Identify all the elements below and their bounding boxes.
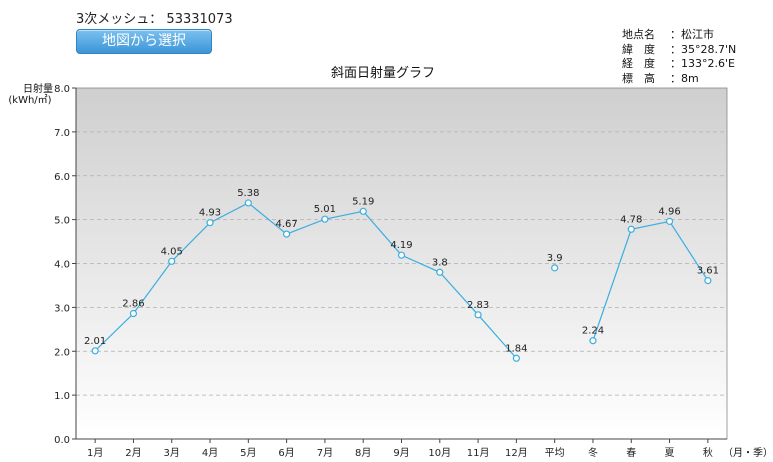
- x-tick-label: 冬: [588, 446, 598, 459]
- data-point: [436, 268, 444, 276]
- series-line: [94, 202, 517, 359]
- x-tick-label: 4月: [202, 447, 218, 459]
- x-tick-label: 1月: [87, 447, 103, 459]
- data-point: [627, 225, 635, 233]
- data-point: [244, 199, 252, 207]
- series-line: [592, 220, 709, 341]
- data-label: 5.38: [237, 188, 259, 199]
- grid-lines: [76, 131, 727, 396]
- y-tick-label: 7.0: [54, 128, 70, 139]
- data-label: 4.05: [161, 246, 183, 257]
- x-tick-label: 6月: [278, 447, 294, 459]
- data-label: 2.24: [582, 326, 604, 337]
- latitude-value: 35°28.7'N: [681, 42, 737, 56]
- data-point: [551, 264, 559, 272]
- y-tick-label: 4.0: [54, 260, 70, 271]
- longitude-value: 133°2.6'E: [681, 57, 735, 70]
- data-label: 5.01: [314, 204, 336, 215]
- data-point: [474, 311, 482, 319]
- location-name-value: 松江市: [681, 28, 714, 41]
- data-label: 4.19: [390, 240, 412, 251]
- x-axis-unit: （月・季）: [723, 447, 773, 459]
- latitude-row: 緯 度：35°28.7'N: [622, 42, 737, 56]
- x-tick-label: 12月: [505, 447, 528, 459]
- series-lines: [94, 202, 709, 359]
- data-point: [397, 251, 406, 259]
- y-tick-label: 8.0: [54, 84, 70, 95]
- data-label: 3.61: [697, 266, 719, 277]
- y-axis-unit: (kWh/㎡): [8, 94, 51, 106]
- location-name-key: 地点名: [622, 28, 655, 41]
- data-point: [91, 347, 99, 355]
- x-tick-label: 10月: [428, 447, 451, 459]
- longitude-row: 経 度：133°2.6'E: [622, 57, 735, 70]
- data-point: [321, 215, 329, 223]
- y-tick-labels: 0.0 1.0 2.0 3.0 4.0 5.0 6.0 7.0 8.0: [54, 84, 76, 446]
- select-from-map-button[interactable]: 地図から選択: [76, 29, 212, 54]
- data-point: [168, 257, 176, 265]
- location-name-row: 地点名 ：松江市: [622, 28, 714, 41]
- x-tick-label: 11月: [467, 447, 490, 459]
- y-tick-label: 1.0: [54, 391, 70, 402]
- mesh-code-label: 3次メッシュ： 53331073: [76, 8, 233, 27]
- x-tick-label: 春: [626, 447, 636, 459]
- location-info: 地点名 ：松江市 緯 度：35°28.7'N 経 度：133°2.6'E 標 高：…: [622, 28, 736, 86]
- elevation-key: 標 高: [622, 71, 655, 85]
- series-points: [91, 199, 712, 362]
- x-tick-label: 8月: [355, 447, 371, 459]
- data-label: 3.8: [432, 257, 448, 268]
- x-tick-label: 3月: [164, 447, 180, 459]
- y-tick-label: 5.0: [54, 216, 70, 227]
- y-axis-label: 日射量: [23, 83, 53, 95]
- data-label: 5.19: [352, 196, 374, 207]
- longitude-key: 経 度: [622, 57, 655, 70]
- data-label: 4.78: [620, 214, 642, 225]
- x-tick-label: 7月: [317, 447, 333, 459]
- data-label: 4.96: [658, 206, 680, 217]
- data-label: 1.84: [505, 343, 527, 354]
- data-point: [704, 277, 712, 285]
- x-tick-label: 5月: [240, 447, 256, 459]
- x-tick-label: 平均: [545, 447, 565, 459]
- data-point: [206, 219, 214, 227]
- y-tick-label: 0.0: [54, 435, 70, 446]
- data-label: 4.93: [199, 208, 221, 219]
- data-point: [129, 309, 138, 318]
- data-point: [589, 337, 597, 345]
- x-tick-labels: 1月 2月 3月 4月 5月 6月 7月 8月 9月 10月 11月 12月 平均 冬 春 夏 秋: [87, 439, 713, 459]
- x-tick-label: 秋: [703, 446, 713, 459]
- latitude-key: 緯 度: [622, 42, 655, 56]
- data-label: 2.01: [84, 336, 106, 347]
- data-label: 3.9: [547, 253, 563, 264]
- elevation-value: 8m: [681, 71, 699, 85]
- chart-title: 斜面日射量グラフ: [331, 65, 435, 81]
- x-tick-label: 9月: [393, 447, 409, 459]
- data-label: 4.67: [275, 219, 297, 230]
- data-point: [359, 207, 367, 215]
- x-tick-label: 夏: [665, 447, 675, 459]
- data-labels: 2.01 2.86 4.05 4.93 5.38 4.67 5.01 5.19 4.19 3.8 2…: [84, 188, 719, 354]
- data-point: [512, 354, 520, 362]
- mesh-code-value: 53331073: [166, 12, 233, 27]
- data-label: 2.86: [122, 299, 144, 310]
- x-tick-label: 2月: [125, 447, 141, 459]
- data-label: 2.83: [467, 300, 489, 311]
- y-tick-label: 3.0: [54, 303, 70, 314]
- y-tick-label: 6.0: [54, 172, 70, 183]
- data-point: [665, 217, 674, 225]
- y-tick-label: 2.0: [54, 347, 70, 358]
- mesh-label-text: 3次メッシュ：: [76, 12, 163, 27]
- elevation-row: 標 高：8m: [622, 71, 699, 85]
- data-point: [283, 230, 291, 238]
